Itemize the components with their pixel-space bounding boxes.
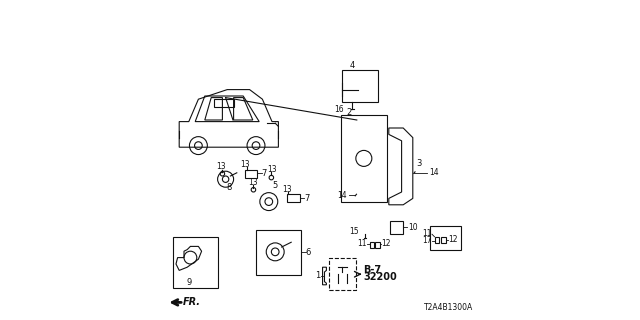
Text: 14: 14 <box>337 191 347 200</box>
Text: 2: 2 <box>346 108 351 116</box>
Text: 8: 8 <box>227 183 232 192</box>
Text: 17: 17 <box>422 236 431 245</box>
Text: 11: 11 <box>357 239 366 248</box>
Text: 10: 10 <box>408 223 418 232</box>
Text: 7: 7 <box>262 169 267 178</box>
Text: B-7: B-7 <box>364 265 381 276</box>
Text: FR.: FR. <box>182 297 200 308</box>
Text: 15: 15 <box>349 227 358 236</box>
Text: 5: 5 <box>272 181 277 190</box>
Text: 12: 12 <box>448 235 458 244</box>
Text: 12: 12 <box>381 239 391 248</box>
Text: 3: 3 <box>416 159 421 168</box>
Text: 6: 6 <box>306 248 311 257</box>
Text: 32200: 32200 <box>364 272 397 283</box>
Text: 13: 13 <box>282 185 292 194</box>
Text: 14: 14 <box>429 168 438 177</box>
Text: 11: 11 <box>422 229 431 238</box>
Text: T2A4B1300A: T2A4B1300A <box>424 303 474 312</box>
Text: 13: 13 <box>216 162 226 171</box>
Text: 13: 13 <box>248 178 258 187</box>
Text: 16: 16 <box>334 105 344 114</box>
Text: 1: 1 <box>315 271 320 280</box>
Text: 7: 7 <box>304 194 309 203</box>
Text: 13: 13 <box>240 160 250 169</box>
Text: 4: 4 <box>349 61 355 70</box>
Text: 13: 13 <box>267 165 277 174</box>
Text: 9: 9 <box>186 278 191 287</box>
